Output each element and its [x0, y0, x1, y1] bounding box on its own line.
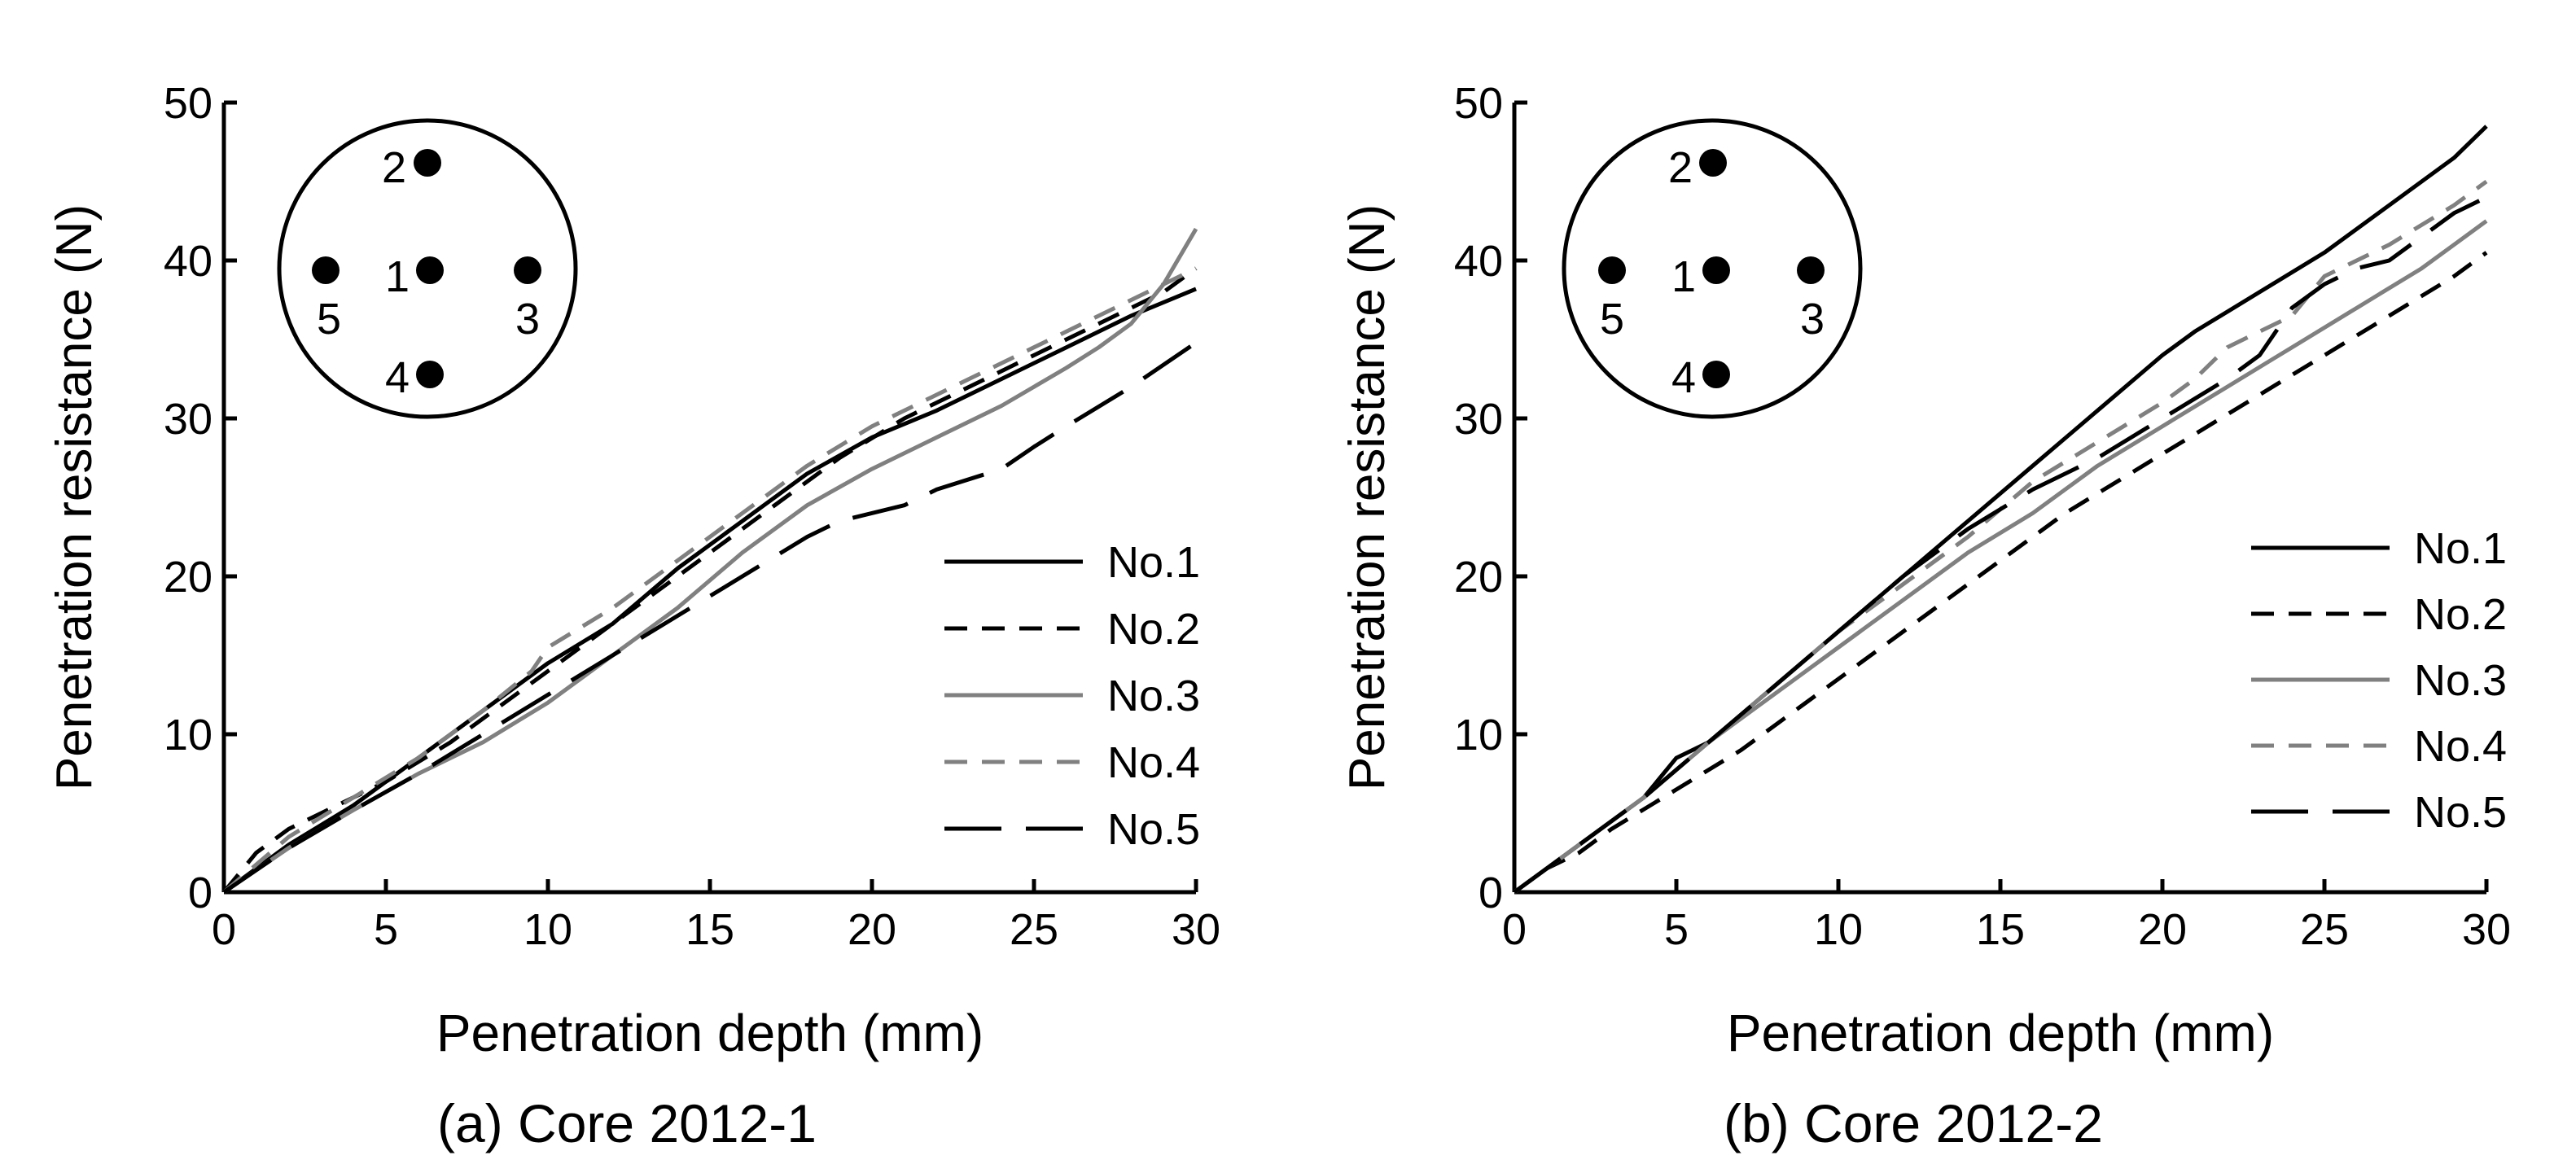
point-4-marker — [416, 361, 444, 388]
series-layer-a — [222, 227, 1198, 895]
point-4-label: 4 — [385, 353, 410, 402]
x-axis-label-a: Penetration depth (mm) — [436, 1004, 984, 1062]
series-line-no5 — [222, 340, 1198, 895]
point-2-label: 2 — [1668, 143, 1693, 192]
series-line-no1 — [1513, 125, 2488, 895]
y-tick-label-20: 20 — [1454, 553, 1503, 602]
point-1-label: 1 — [1671, 252, 1696, 301]
x-tick-label-30: 30 — [1172, 905, 1220, 954]
series-layer-b — [1513, 125, 2488, 895]
x-tick-label-30: 30 — [2462, 905, 2511, 954]
legend-label-no1: No.1 — [2414, 524, 2507, 573]
point-5-marker — [312, 256, 340, 284]
x-tick-label-0: 0 — [1502, 905, 1527, 954]
point-5-label: 5 — [317, 295, 341, 344]
x-tick-label-10: 10 — [1814, 905, 1863, 954]
series-line-no2 — [222, 266, 1198, 894]
y-tick-label-0: 0 — [188, 869, 212, 917]
legend-b: No.1 No.2 No.3 No.4 No.5 — [2251, 524, 2507, 837]
y-tick-label-30: 30 — [1454, 395, 1503, 444]
point-2-marker — [1699, 149, 1727, 177]
core-outline-circle — [277, 118, 578, 419]
x-axis-label-b: Penetration depth (mm) — [1727, 1004, 2274, 1062]
point-1-marker — [416, 256, 444, 284]
y-tick-label-30: 30 — [164, 395, 212, 444]
core-inset-b: 1 2 3 4 5 — [1562, 118, 1863, 419]
y-axis-label-b: Penetration resistance (N) — [1339, 204, 1395, 790]
series-line-no5 — [1513, 195, 2488, 895]
x-tick-label-20: 20 — [2138, 905, 2187, 954]
x-ticks-a: 0 5 10 15 20 25 30 — [212, 879, 1220, 954]
series-line-no4 — [222, 266, 1198, 894]
point-3-marker — [1797, 256, 1825, 284]
y-tick-label-40: 40 — [164, 237, 212, 286]
y-tick-label-50: 50 — [164, 79, 212, 128]
caption-a: (a) Core 2012-1 — [437, 1093, 817, 1153]
y-axis-label-a: Penetration resistance (N) — [46, 204, 103, 790]
y-tick-label-20: 20 — [164, 553, 212, 602]
point-4-marker — [1702, 361, 1730, 388]
x-ticks-b: 0 5 10 15 20 25 30 — [1502, 879, 2511, 954]
series-line-no4 — [1513, 179, 2488, 895]
point-5-label: 5 — [1600, 295, 1624, 344]
point-2-marker — [414, 149, 441, 177]
point-3-label: 3 — [1800, 295, 1825, 344]
x-tick-label-25: 25 — [2300, 905, 2349, 954]
x-tick-label-25: 25 — [1010, 905, 1058, 954]
legend-label-no4: No.4 — [2414, 722, 2507, 771]
x-tick-label-10: 10 — [524, 905, 572, 954]
legend-label-no3: No.3 — [2414, 656, 2507, 705]
x-tick-label-5: 5 — [374, 905, 398, 954]
legend-label-no1: No.1 — [1107, 538, 1200, 587]
legend-label-no5: No.5 — [1107, 805, 1200, 854]
point-3-marker — [514, 256, 541, 284]
point-1-marker — [1702, 256, 1730, 284]
series-line-no2 — [1513, 251, 2488, 895]
point-2-label: 2 — [382, 143, 406, 192]
caption-b: (b) Core 2012-2 — [1724, 1093, 2103, 1153]
x-tick-label-5: 5 — [1664, 905, 1689, 954]
y-tick-label-50: 50 — [1454, 79, 1503, 128]
core-inset-a: 1 2 3 4 5 — [277, 118, 578, 419]
y-tick-label-10: 10 — [164, 711, 212, 759]
y-ticks-b: 0 10 20 30 40 50 — [1454, 79, 1527, 917]
point-1-label: 1 — [385, 252, 410, 301]
legend-label-no2: No.2 — [2414, 590, 2507, 639]
x-tick-label-15: 15 — [686, 905, 734, 954]
legend-label-no3: No.3 — [1107, 672, 1200, 720]
y-tick-label-10: 10 — [1454, 711, 1503, 759]
legend-label-no2: No.2 — [1107, 605, 1200, 654]
legend-label-no5: No.5 — [2414, 788, 2507, 837]
y-tick-label-0: 0 — [1479, 869, 1503, 917]
point-5-marker — [1598, 256, 1626, 284]
point-4-label: 4 — [1671, 353, 1696, 402]
point-3-label: 3 — [515, 295, 540, 344]
core-outline-circle — [1562, 118, 1863, 419]
legend-a: No.1 No.2 No.3 No.4 No.5 — [944, 538, 1200, 854]
y-ticks-a: 0 10 20 30 40 50 — [164, 79, 237, 917]
x-tick-label-20: 20 — [848, 905, 896, 954]
y-tick-label-40: 40 — [1454, 237, 1503, 286]
x-tick-label-15: 15 — [1976, 905, 2025, 954]
x-tick-label-0: 0 — [212, 905, 236, 954]
legend-label-no4: No.4 — [1107, 738, 1200, 787]
